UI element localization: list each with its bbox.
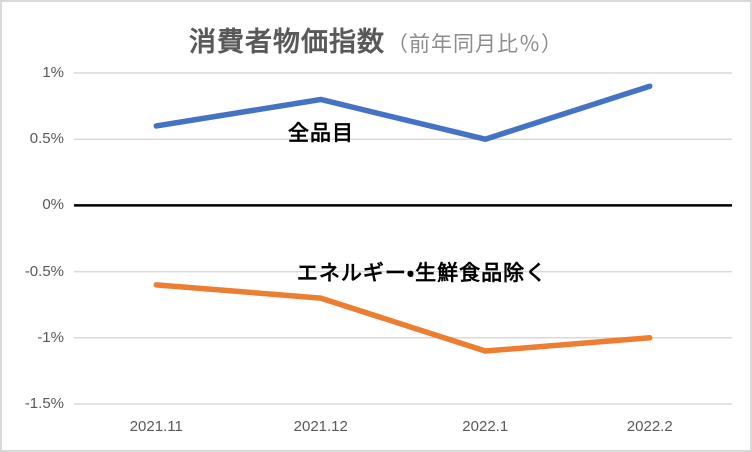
x-axis-tick-label: 2022.2 — [626, 418, 673, 435]
y-axis-tick-label: -0.5% — [24, 262, 64, 280]
series-line-all-items — [153, 83, 653, 142]
y-axis-tick-label: -1% — [37, 328, 64, 346]
chart-title-note: （前年同月比％） — [387, 33, 563, 56]
x-axis-tick-label: 2022.1 — [462, 418, 509, 435]
y-axis-tick-label: 0.5% — [29, 130, 64, 148]
y-axis-tick-label: -1.5% — [24, 395, 64, 412]
x-axis-tick-label: 2021.12 — [293, 418, 348, 435]
x-axis-tick-label: 2021.11 — [129, 418, 183, 435]
series-label-ex-energy-fresh-food: エネルギー・生鮮食品除く — [296, 262, 548, 285]
y-axis-tick-label: 1% — [42, 64, 64, 81]
series-line-ex-energy-fresh-food — [153, 282, 653, 354]
y-axis-tick-label: 0% — [42, 196, 64, 214]
series-label-all-items: 全品目 — [288, 122, 354, 145]
chart-title-main: 消費者物価指数 — [189, 27, 385, 57]
chart-title: 消費者物価指数 （前年同月比％） — [2, 20, 750, 59]
